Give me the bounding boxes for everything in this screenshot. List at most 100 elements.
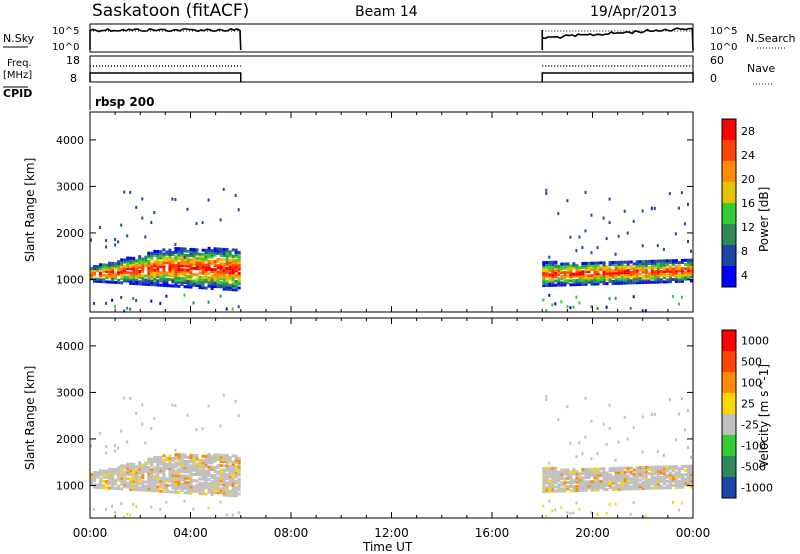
velocity-cell — [590, 486, 594, 490]
velocity-cell — [114, 470, 118, 474]
velocity-cell — [201, 473, 205, 477]
velocity-cell — [542, 479, 546, 483]
velocity-cell — [135, 504, 138, 508]
power-cell — [647, 274, 651, 278]
power-cell — [228, 271, 232, 275]
power-cell — [614, 267, 618, 271]
power-cell — [165, 282, 169, 285]
power-cell — [213, 262, 217, 265]
velocity-cell — [560, 477, 564, 480]
velocity-cell — [162, 485, 166, 489]
power-cell — [647, 272, 651, 276]
velocity-cell — [108, 480, 112, 484]
power-cell — [623, 271, 627, 275]
power-cell — [587, 274, 591, 278]
power-cell — [599, 274, 603, 277]
velocity-cell — [605, 481, 609, 485]
velocity-cell — [225, 466, 229, 470]
power-cell — [219, 264, 223, 268]
velocity-cell — [551, 489, 555, 493]
power-cell — [156, 254, 160, 258]
power-cell — [174, 242, 177, 246]
power-cell — [183, 262, 187, 266]
power-cell — [186, 283, 190, 287]
power-cell — [120, 275, 124, 278]
velocity-cell — [135, 411, 138, 415]
power-cell — [207, 246, 211, 250]
velocity-cell — [120, 487, 124, 491]
power-cell — [186, 256, 190, 260]
velocity-cell — [614, 471, 618, 475]
power-cell — [153, 254, 157, 257]
velocity-cell — [548, 485, 552, 489]
velocity-cell — [219, 453, 223, 457]
power-cell — [231, 281, 235, 285]
power-cell — [653, 259, 657, 263]
velocity-cell — [593, 478, 597, 481]
power-cell — [210, 270, 214, 274]
power-cell — [548, 263, 552, 266]
velocity-cell — [171, 473, 175, 477]
power-cell — [183, 253, 187, 257]
velocity-cell — [120, 429, 123, 433]
velocity-cell — [680, 397, 683, 401]
velocity-cell — [105, 480, 109, 484]
power-cell — [671, 259, 675, 263]
velocity-cell — [159, 466, 163, 470]
power-cell — [171, 280, 175, 284]
velocity-cell — [123, 481, 127, 485]
velocity-cell — [614, 479, 618, 483]
power-cell — [201, 282, 205, 286]
power-cell — [687, 273, 690, 277]
power-cell — [183, 285, 187, 289]
velocity-cell — [192, 468, 196, 472]
power-cell — [545, 279, 549, 283]
velocity-cell — [578, 480, 582, 484]
velocity-cell — [602, 488, 606, 492]
power-cell — [177, 266, 181, 269]
velocity-cell — [674, 473, 678, 477]
power-cell — [231, 286, 235, 290]
power-cell — [687, 267, 690, 271]
velocity-cell — [111, 504, 114, 508]
velocity-cell — [225, 487, 229, 491]
power-cell — [105, 276, 109, 280]
power-cell — [132, 261, 136, 265]
power-cell — [126, 279, 130, 283]
velocity-cell — [234, 465, 238, 469]
velocity-cell — [135, 484, 139, 487]
velocity-cell — [237, 461, 241, 465]
power-cell — [177, 261, 181, 265]
power-cell — [180, 270, 184, 274]
velocity-cell — [653, 472, 657, 475]
power-cell — [560, 283, 564, 287]
velocity-cell — [554, 475, 558, 479]
power-cell — [213, 270, 217, 274]
power-cell — [647, 266, 651, 270]
colorbar-swatch — [722, 435, 736, 456]
velocity-cell — [96, 473, 99, 477]
power-cell — [641, 264, 645, 268]
velocity-cell — [225, 454, 229, 457]
velocity-cell — [153, 468, 157, 472]
power-cell — [180, 262, 184, 265]
velocity-cell — [587, 482, 591, 486]
velocity-cell — [620, 487, 624, 491]
power-cell — [545, 192, 548, 195]
velocity-cell — [159, 485, 163, 489]
velocity-cell — [548, 475, 552, 479]
velocity-cell — [617, 440, 620, 444]
velocity-cell — [216, 478, 220, 482]
velocity-cell — [687, 408, 689, 412]
power-cell — [174, 247, 178, 250]
velocity-cell — [174, 480, 178, 484]
velocity-cell — [99, 486, 102, 489]
velocity-cell — [674, 465, 678, 469]
power-cell — [207, 282, 211, 286]
power-cell — [162, 273, 166, 277]
power-cell — [117, 262, 121, 266]
power-cell — [228, 250, 232, 254]
velocity-cell — [575, 455, 578, 459]
power-cell — [93, 271, 96, 275]
power-cell — [551, 260, 555, 264]
